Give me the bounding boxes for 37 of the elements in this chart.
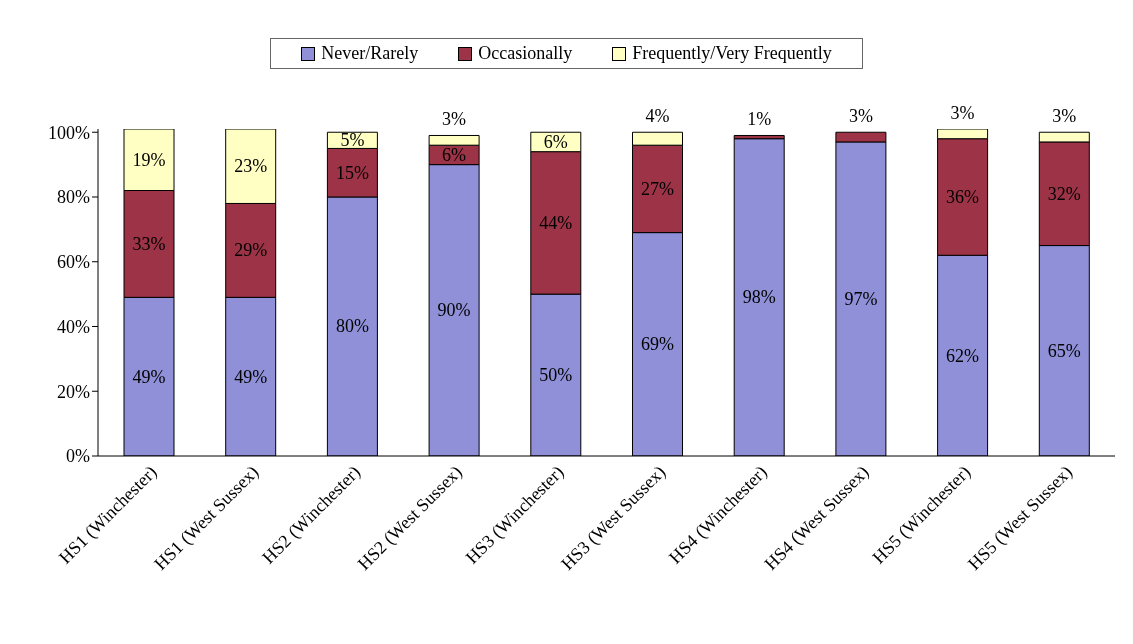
legend-label: Occasionally (477, 43, 573, 64)
data-label: 3% (1052, 106, 1077, 127)
data-label: 32% (1047, 183, 1081, 204)
data-label: 49% (132, 366, 166, 387)
data-label: 69% (641, 334, 674, 355)
data-label: 62% (946, 345, 980, 366)
y-tick-label: 80% (57, 187, 90, 208)
data-label: 3% (950, 103, 975, 123)
data-label: 49% (234, 366, 268, 387)
data-label: 98% (742, 287, 776, 308)
legend-label: Never/Rarely (320, 43, 419, 64)
data-label: 80% (335, 316, 369, 337)
data-label: 6% (543, 131, 568, 152)
data-label: 1% (747, 109, 772, 130)
y-tick-label: 100% (48, 122, 90, 143)
data-label: 5% (340, 130, 365, 151)
data-label: 50% (539, 365, 573, 386)
data-label: 6% (442, 144, 467, 165)
data-label: 27% (641, 178, 674, 199)
y-tick-label: 60% (57, 252, 90, 273)
y-tick-label: 0% (66, 446, 90, 467)
legend-label: Frequently/Very Frequently (631, 43, 832, 64)
data-label: 90% (437, 300, 471, 321)
y-tick-label: 20% (57, 381, 90, 402)
data-label: 15% (335, 162, 369, 183)
data-label: 33% (132, 233, 166, 254)
data-label: 29% (234, 240, 268, 261)
data-label: 19% (132, 149, 166, 170)
data-label: 4% (645, 106, 670, 127)
data-label: 3% (442, 109, 467, 130)
data-label: 23% (234, 156, 268, 177)
data-label: 44% (539, 212, 573, 233)
data-label: 65% (1047, 340, 1081, 361)
data-label: 36% (946, 186, 980, 207)
data-label: 3% (848, 106, 873, 127)
data-label: 97% (844, 288, 878, 309)
y-tick-label: 40% (57, 316, 90, 337)
